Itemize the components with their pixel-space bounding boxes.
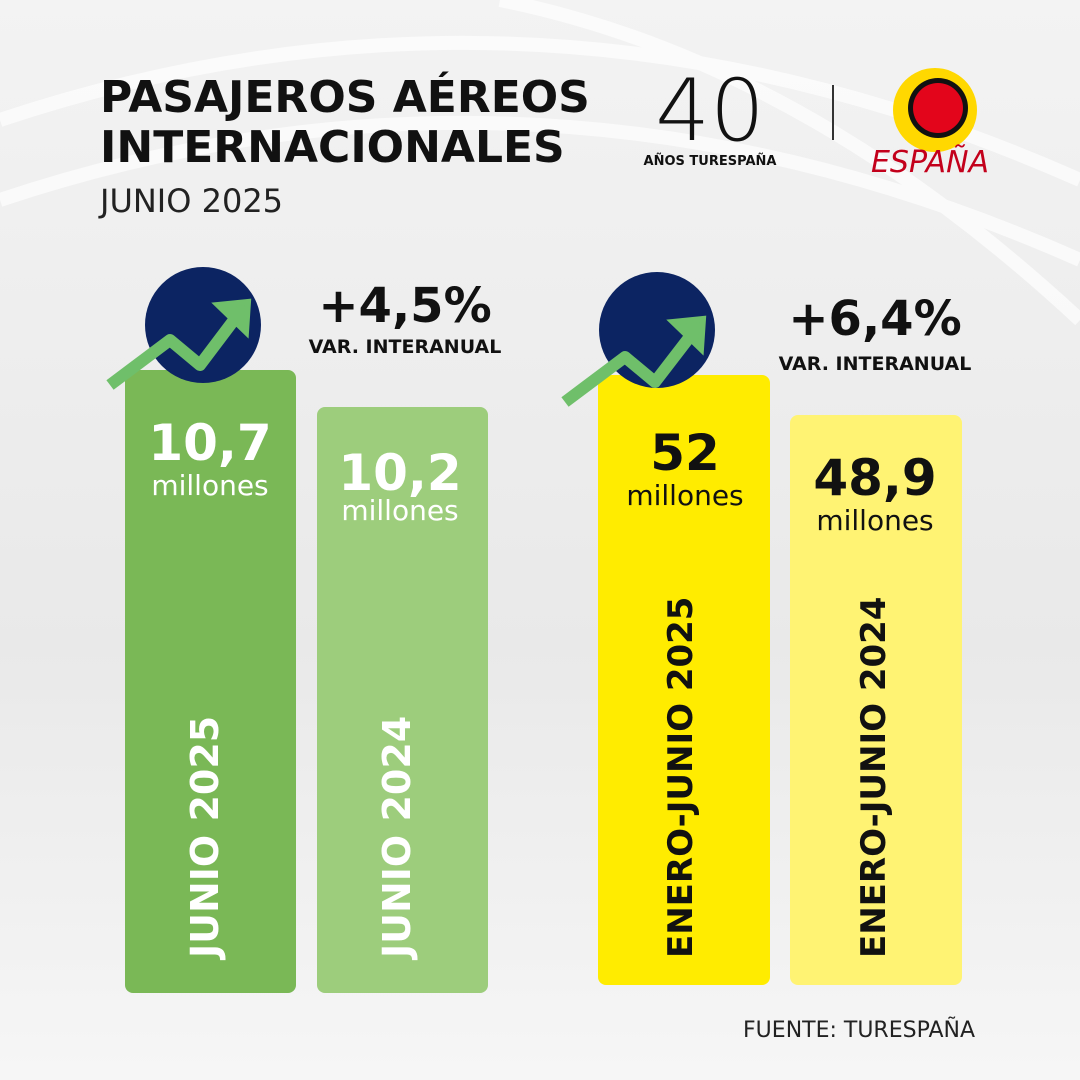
unit: millones (341, 494, 458, 527)
subtitle: JUNIO 2025 (98, 182, 283, 220)
sun-center (913, 83, 963, 133)
unit: millones (816, 504, 933, 537)
bar (598, 375, 770, 985)
anniversary-text: AÑOS TURESPAÑA (644, 153, 777, 169)
change: +6,4% (788, 291, 961, 347)
bar-label: ENERO-JUNIO 2025 (661, 597, 701, 958)
title: PASAJEROS AÉREOS (100, 70, 590, 123)
title: INTERNACIONALES (100, 122, 565, 173)
value: 10,2 (338, 444, 461, 502)
brand: ESPAÑA (871, 144, 989, 180)
bar (317, 407, 488, 993)
value: 52 (650, 424, 720, 482)
unit: millones (626, 479, 743, 512)
brand-logo: ESPAÑA (871, 68, 989, 180)
bar-label: JUNIO 2025 (183, 716, 227, 961)
value: 10,7 (148, 414, 271, 472)
bar-label: JUNIO 2024 (375, 716, 419, 961)
change-label: VAR. INTERANUAL (309, 336, 502, 358)
trend-arrow-head (211, 298, 252, 339)
trend-arrow (561, 326, 700, 407)
change-label: VAR. INTERANUAL (779, 353, 972, 375)
value: 48,9 (813, 449, 936, 507)
anniversary-number: 40 (655, 61, 764, 161)
trend-arrow (106, 308, 245, 390)
bar (125, 370, 296, 993)
bar-label: ENERO-JUNIO 2024 (854, 597, 894, 958)
trend-arrow-head (666, 315, 707, 356)
icon-circle (145, 267, 261, 383)
source: FUENTE: TURESPAÑA (743, 1016, 975, 1043)
change: +4,5% (318, 278, 491, 334)
bar (790, 415, 962, 985)
unit: millones (151, 469, 268, 502)
